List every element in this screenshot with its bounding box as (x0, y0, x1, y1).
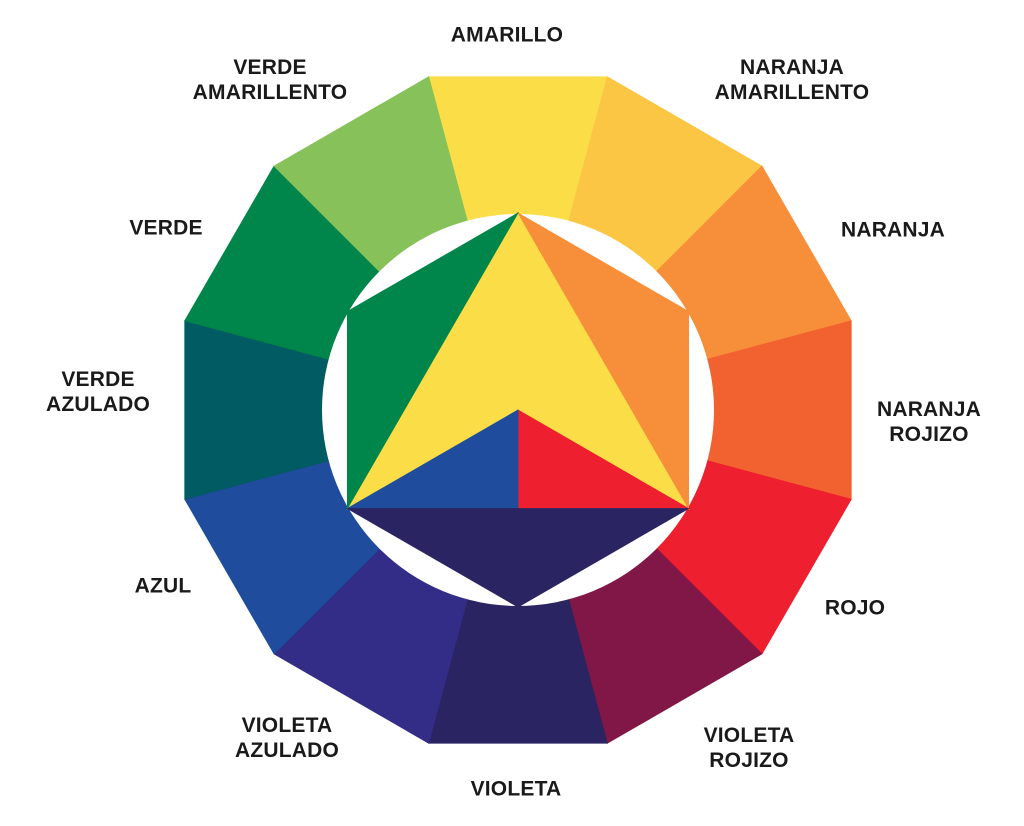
inner-secondary-green (346, 211, 520, 510)
inner-secondary-violet (345, 508, 691, 608)
label-violeta-azulado: VIOLETA AZULADO (234, 714, 340, 762)
label-verde: VERDE (129, 216, 203, 240)
label-azul: AZUL (134, 574, 192, 598)
inner-secondary-orange (516, 211, 690, 510)
label-naranja-amarillento: NARANJA AMARILLENTO (714, 56, 870, 104)
outer-ring (184, 76, 852, 744)
label-rojo: ROJO (824, 596, 886, 620)
label-violeta-rojizo: VIOLETA ROJIZO (703, 724, 795, 772)
label-naranja: NARANJA (840, 218, 946, 242)
inner-hexagon (345, 211, 691, 608)
label-naranja-rojizo: NARANJA ROJIZO (876, 398, 982, 446)
label-verde-azulado: VERDE AZULADO (45, 368, 151, 416)
label-violeta: VIOLETA (470, 777, 562, 801)
label-verde-amarillento: VERDE AMARILLENTO (192, 56, 348, 104)
label-amarillo: AMARILLO (450, 23, 564, 47)
